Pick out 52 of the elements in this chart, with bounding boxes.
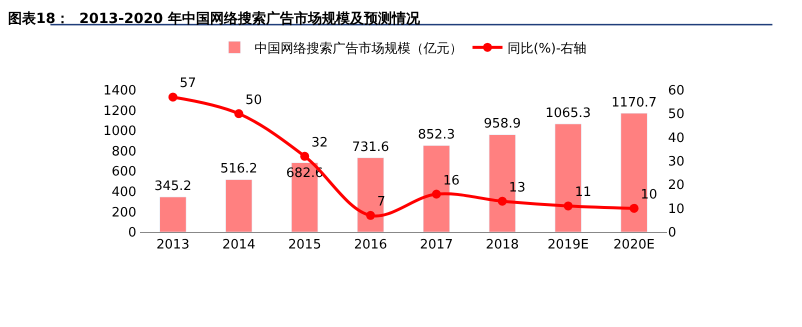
y-tick-label: 1200 [103, 104, 136, 119]
chart-title: 图表18： 2013-2020 年中国网络搜索广告市场规模及预测情况 [8, 10, 421, 27]
y-tick-label: 200 [112, 205, 136, 220]
data-label: 1170.7 [611, 95, 657, 110]
y2-tick-label: 0 [668, 226, 676, 241]
data-label: 10 [640, 187, 658, 202]
data-label: 516.2 [220, 162, 258, 177]
legend-label: 同比(%)-右轴 [508, 41, 587, 56]
x-tick-label: 2019E [548, 238, 589, 253]
x-tick-label: 2015 [288, 238, 322, 253]
data-label: 7 [377, 194, 386, 210]
point [234, 109, 244, 118]
data-label: 32 [311, 135, 328, 150]
legend-label: 中国网络搜索广告市场规模（亿元） [254, 41, 462, 56]
data-label: 345.2 [154, 178, 192, 194]
y-tick-label: 600 [112, 164, 136, 180]
y-tick-label: 0 [128, 226, 136, 241]
point [432, 190, 441, 199]
x-tick-label: 2020E [613, 238, 655, 253]
y-tick-label: 400 [112, 184, 136, 200]
x-tick-label: 2017 [420, 238, 453, 253]
data-label: 11 [574, 185, 592, 200]
y2-tick-label: 20 [668, 178, 685, 194]
y2-tick-label: 50 [668, 107, 685, 122]
y2-tick-label: 40 [668, 130, 685, 146]
data-label: 958.9 [484, 116, 521, 132]
point [630, 204, 639, 213]
x-tick-label: 2018 [486, 238, 519, 253]
x-tick-label: 2016 [354, 238, 388, 253]
x-tick-label: 2014 [222, 238, 256, 253]
data-label: 13 [508, 180, 526, 196]
point [300, 152, 310, 161]
y2-tick-label: 30 [668, 154, 685, 170]
bar [225, 179, 252, 232]
data-label: 57 [180, 76, 196, 92]
bar [357, 158, 384, 232]
data-label: 50 [245, 92, 262, 108]
bar [160, 196, 186, 232]
data-label: 1065.3 [545, 106, 591, 121]
data-label: 852.3 [418, 128, 456, 143]
point [564, 201, 573, 210]
y-tick-label: 800 [112, 144, 136, 160]
y-tick-label: 1000 [103, 124, 136, 140]
x-tick-label: 2013 [156, 238, 190, 253]
point [498, 196, 507, 206]
data-label: 731.6 [352, 140, 390, 155]
y2-tick-label: 10 [668, 202, 685, 217]
data-label: 16 [443, 173, 460, 188]
point [366, 210, 376, 220]
y-tick-label: 1400 [103, 84, 136, 99]
y2-tick-label: 60 [668, 84, 685, 99]
point [168, 92, 178, 102]
